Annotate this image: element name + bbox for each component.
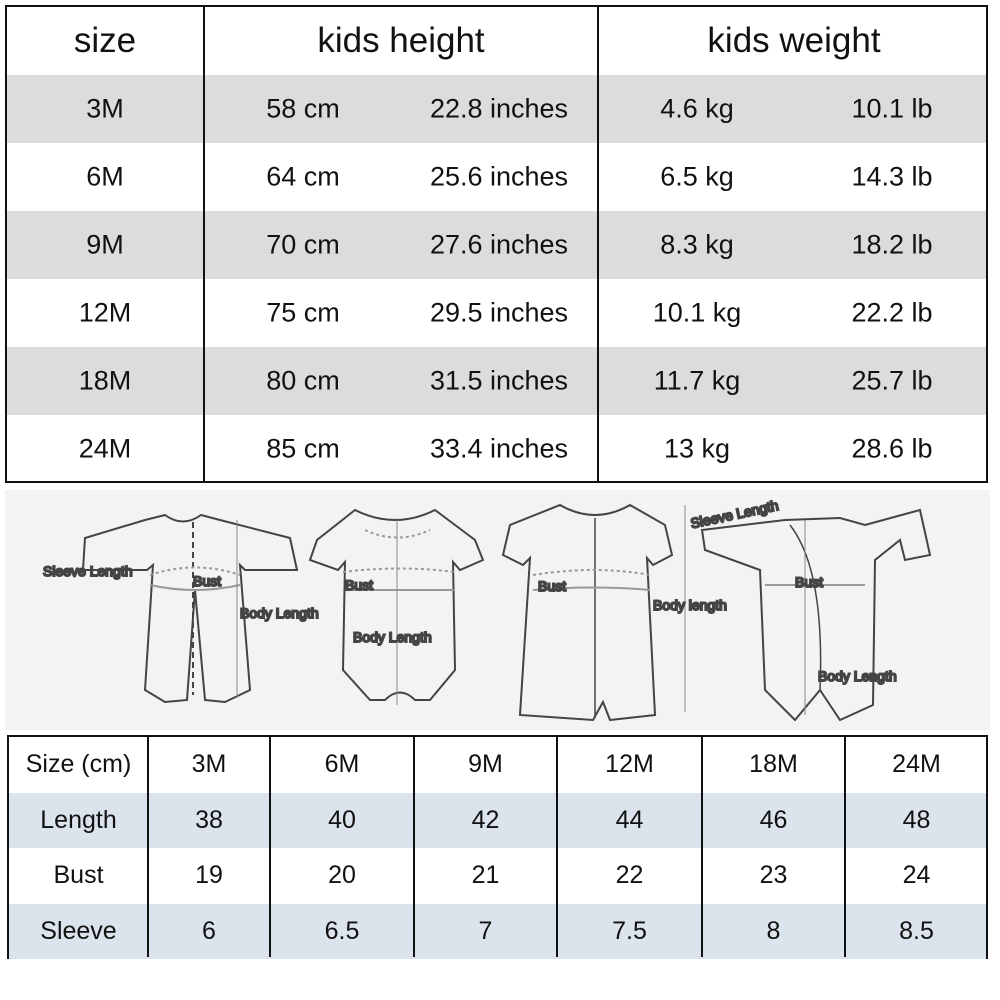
cell-value: 46 — [759, 805, 788, 834]
romper-drawing — [501, 503, 686, 722]
bodysuit-drawing — [308, 508, 485, 705]
divider — [556, 737, 558, 957]
cell-value: 48 — [902, 805, 931, 834]
cell-inches: 25.6 inches — [429, 161, 569, 192]
cell-lb: 18.2 lb — [851, 229, 933, 260]
garment-measurement-diagram: Sleeve Length Bust Body Length Bust Body… — [5, 490, 990, 730]
cell-value: 7 — [478, 916, 493, 945]
cell-value: 6M — [324, 750, 360, 778]
cell-value: 20 — [328, 861, 356, 889]
cell-cm: 64 cm — [266, 161, 340, 192]
cell-inches: 22.8 inches — [429, 93, 569, 124]
divider — [203, 7, 205, 481]
table-row: 6M 64 cm 25.6 inches 6.5 kg 14.3 lb — [7, 143, 986, 211]
cell-inches: 31.5 inches — [429, 365, 569, 396]
garment-size-table: Size (cm) 3M 6M 9M 12M 18M 24M Length 38 40 42 44 46… — [7, 735, 988, 959]
cell-size: 12M — [78, 297, 132, 328]
cell-value: 18M — [749, 750, 798, 778]
cell-size: 24M — [78, 433, 132, 464]
cell-cm: 85 cm — [266, 433, 340, 464]
cell-kg: 10.1 kg — [652, 297, 742, 328]
divider — [147, 737, 149, 957]
header-kids-weight: kids weight — [707, 21, 881, 60]
cell-kg: 6.5 kg — [660, 161, 734, 192]
cell-value: 8.5 — [899, 916, 934, 945]
label-body-length: Body length — [653, 597, 727, 613]
cell-kg: 13 kg — [663, 433, 731, 464]
table-row: Sleeve 6 6.5 7 7.5 8 8.5 — [9, 903, 986, 959]
cell-size: 9M — [86, 229, 124, 260]
cell-value: 6.5 — [324, 916, 360, 945]
cell-value: 24M — [892, 750, 941, 778]
cell-cm: 70 cm — [266, 229, 340, 260]
cell-inches: 27.6 inches — [429, 229, 569, 260]
cell-value: 42 — [471, 805, 500, 834]
cell-value: 23 — [759, 861, 788, 889]
label-bust: Bust — [795, 574, 823, 590]
row-label: Sleeve — [40, 916, 117, 945]
label-bust: Bust — [345, 577, 373, 593]
label-bust: Bust — [538, 578, 566, 594]
label-body-length: Body Length — [240, 605, 319, 621]
cell-value: 8 — [766, 916, 781, 945]
table-row: 12M 75 cm 29.5 inches 10.1 kg 22.2 lb — [7, 279, 986, 347]
cell-inches: 33.4 inches — [429, 433, 569, 464]
cell-size: 18M — [78, 365, 132, 396]
header-kids-height: kids height — [317, 21, 485, 60]
table-row: 9M 70 cm 27.6 inches 8.3 kg 18.2 lb — [7, 211, 986, 279]
cell-kg: 4.6 kg — [660, 93, 734, 124]
cell-value: 22 — [615, 861, 644, 889]
cell-cm: 80 cm — [266, 365, 340, 396]
divider — [844, 737, 846, 957]
cell-value: 9M — [468, 750, 503, 778]
row-label: Bust — [53, 861, 104, 889]
cell-size: 3M — [86, 93, 124, 124]
cell-value: 38 — [195, 805, 223, 834]
header-size: size — [73, 21, 137, 60]
cell-value: 40 — [328, 805, 356, 834]
cell-value: 24 — [902, 861, 931, 889]
table-row: Bust 19 20 21 22 23 24 — [9, 848, 986, 903]
cell-cm: 75 cm — [266, 297, 340, 328]
cell-lb: 10.1 lb — [851, 93, 933, 124]
cell-lb: 14.3 lb — [851, 161, 933, 192]
cell-value: 19 — [195, 861, 223, 889]
label-bust: Bust — [193, 573, 221, 589]
divider — [597, 7, 599, 481]
cell-lb: 25.7 lb — [851, 365, 933, 396]
row-label: Size (cm) — [25, 750, 132, 778]
cell-value: 3M — [191, 750, 227, 778]
height-weight-table: size kids height kids weight 3M 58 cm 22.8… — [5, 5, 988, 483]
table-row: Length 38 40 42 44 46 48 — [9, 792, 986, 848]
cell-lb: 28.6 lb — [851, 433, 933, 464]
cell-value: 7.5 — [612, 916, 647, 945]
garment-illustrations: Sleeve Length Bust Body Length Bust Body… — [42, 496, 932, 722]
label-body-length: Body Length — [818, 668, 897, 684]
divider — [701, 737, 703, 957]
table-header-row: Size (cm) 3M 6M 9M 12M 18M 24M — [9, 737, 986, 792]
divider — [269, 737, 271, 957]
divider — [413, 737, 415, 957]
table-row: 24M 85 cm 33.4 inches 13 kg 28.6 lb — [7, 415, 986, 483]
label-sleeve-length: Sleeve Length — [43, 563, 133, 579]
cell-inches: 29.5 inches — [429, 297, 569, 328]
table-row: 18M 80 cm 31.5 inches 11.7 kg 25.7 lb — [7, 347, 986, 415]
row-label: Length — [40, 805, 117, 834]
sleepsuit-drawing — [81, 513, 299, 704]
cell-size: 6M — [86, 161, 124, 192]
cell-value: 6 — [202, 916, 216, 945]
cell-lb: 22.2 lb — [851, 297, 933, 328]
cell-value: 21 — [471, 861, 500, 889]
table-row: 3M 58 cm 22.8 inches 4.6 kg 10.1 lb — [7, 75, 986, 143]
cell-value: 12M — [605, 750, 654, 778]
cell-kg: 11.7 kg — [653, 365, 741, 396]
label-body-length: Body Length — [353, 629, 432, 645]
cell-value: 44 — [615, 805, 644, 834]
kimono-romper-drawing — [700, 508, 932, 722]
cell-cm: 58 cm — [266, 93, 340, 124]
table-header-row: size kids height kids weight — [7, 7, 986, 75]
cell-kg: 8.3 kg — [660, 229, 734, 260]
